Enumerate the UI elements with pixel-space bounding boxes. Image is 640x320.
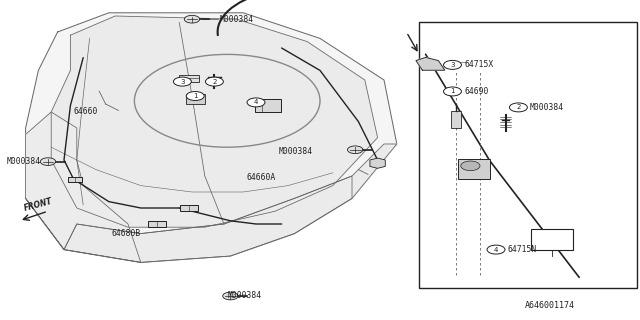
Text: M000384: M000384 [6, 157, 40, 166]
Circle shape [173, 77, 191, 86]
Text: 64715X: 64715X [464, 60, 493, 69]
Text: 4: 4 [494, 247, 498, 252]
Text: 3: 3 [450, 62, 455, 68]
Text: 2: 2 [212, 79, 216, 84]
Polygon shape [51, 16, 378, 227]
Bar [451, 110, 461, 128]
Circle shape [509, 103, 527, 112]
Text: 1: 1 [450, 88, 455, 94]
Circle shape [184, 15, 200, 23]
Bar [68, 177, 82, 182]
Polygon shape [416, 57, 445, 70]
Text: M000384: M000384 [278, 148, 312, 156]
Bar [419, 22, 637, 288]
Text: 64680B: 64680B [112, 229, 141, 238]
Circle shape [444, 60, 461, 69]
Text: 1: 1 [193, 93, 198, 99]
Polygon shape [26, 112, 141, 262]
Text: 2: 2 [516, 104, 520, 110]
Circle shape [487, 245, 505, 254]
Circle shape [186, 92, 204, 100]
Circle shape [444, 87, 461, 96]
Polygon shape [370, 158, 385, 168]
Bar [179, 75, 198, 82]
Text: A646001174: A646001174 [525, 301, 575, 310]
Bar [186, 94, 205, 104]
Text: M000384: M000384 [220, 15, 253, 24]
Polygon shape [26, 144, 397, 262]
Circle shape [461, 161, 480, 171]
Bar [148, 221, 166, 227]
Bar [531, 229, 573, 250]
Circle shape [205, 77, 223, 86]
Circle shape [223, 292, 238, 300]
Text: 64715N: 64715N [508, 245, 537, 254]
Text: 4: 4 [254, 100, 258, 105]
Text: M000384: M000384 [227, 292, 261, 300]
Bar [180, 205, 198, 211]
Bar [255, 99, 281, 112]
Text: FRONT: FRONT [23, 197, 54, 213]
Text: 64690: 64690 [464, 87, 488, 96]
Text: 64660: 64660 [74, 108, 98, 116]
Text: 64660A: 64660A [246, 173, 276, 182]
Circle shape [348, 146, 363, 154]
Bar [458, 159, 490, 179]
Polygon shape [64, 176, 352, 262]
Circle shape [247, 98, 265, 107]
Polygon shape [26, 13, 397, 262]
Text: 3: 3 [180, 79, 185, 84]
Circle shape [40, 158, 56, 165]
Text: M000384: M000384 [530, 103, 564, 112]
